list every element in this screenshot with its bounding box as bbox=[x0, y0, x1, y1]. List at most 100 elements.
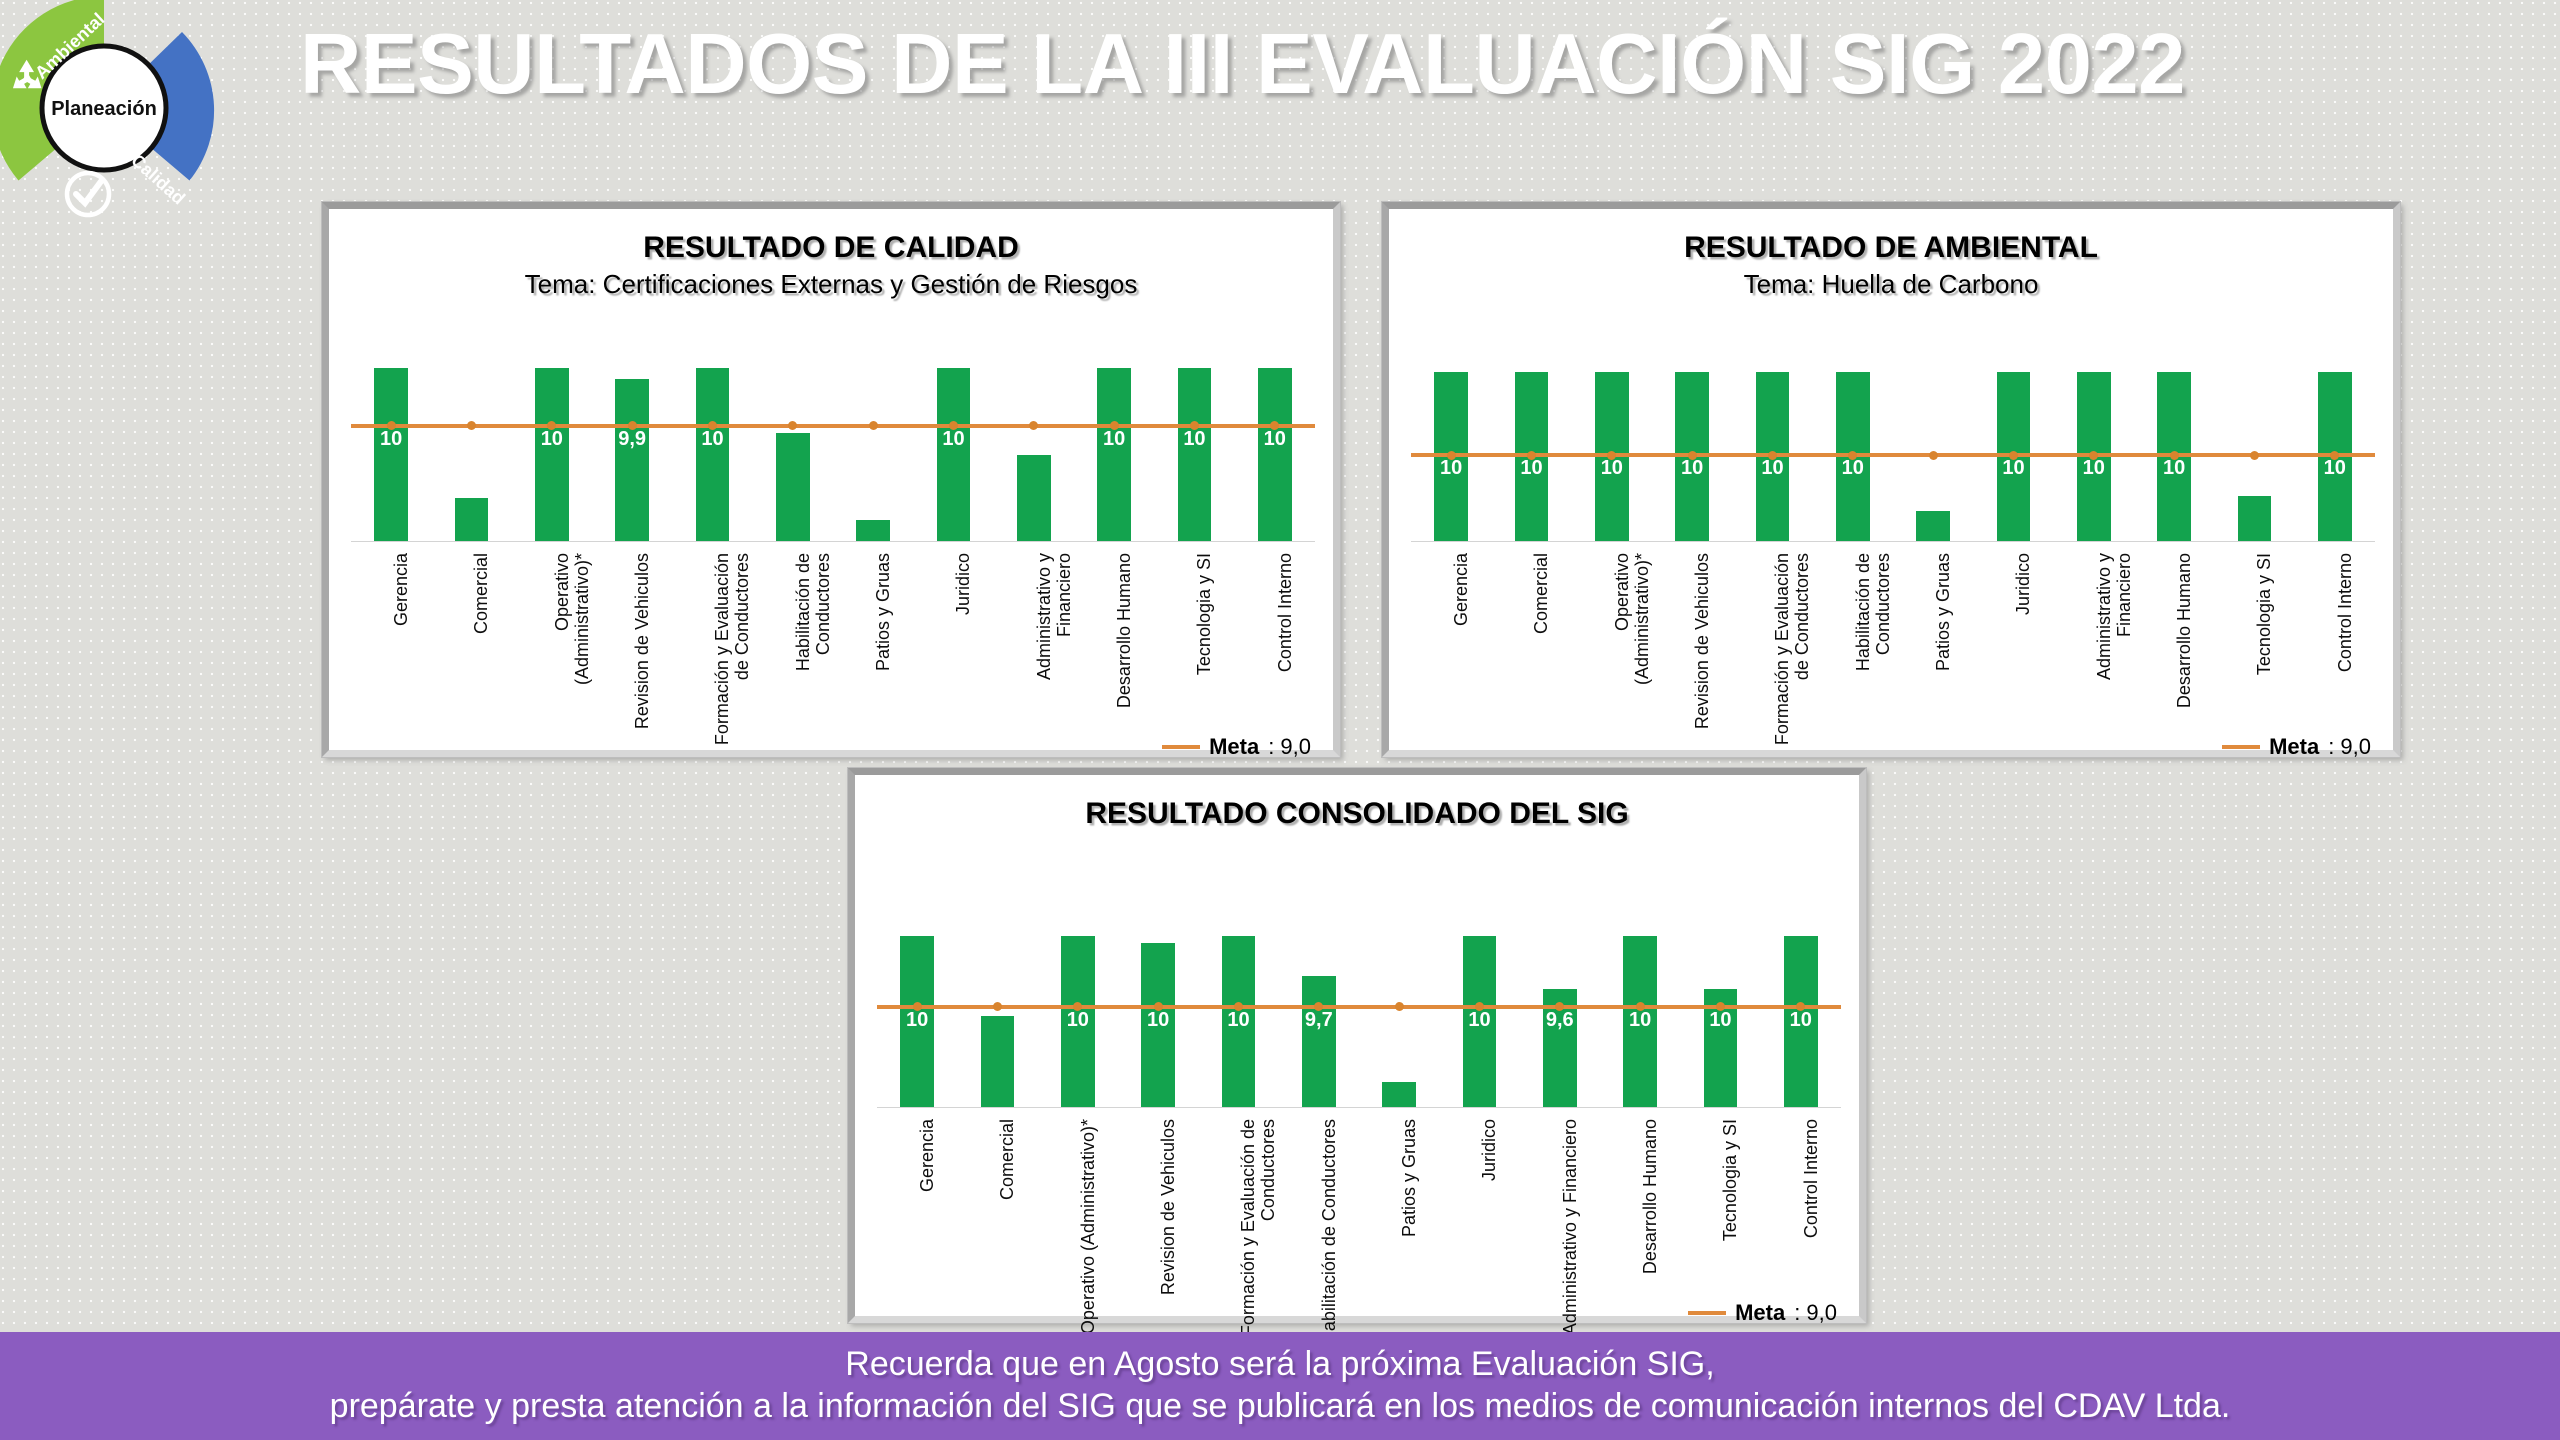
axis-baseline bbox=[877, 1107, 1841, 1108]
legend-value: : 9,0 bbox=[1268, 734, 1311, 759]
x-axis-label-line: Operativo (Administrativo)* bbox=[1077, 1119, 1098, 1335]
bar: 10 bbox=[900, 936, 935, 1108]
x-axis-label: Juridico bbox=[1479, 1119, 1499, 1181]
x-label-slot: Desarrollo Humano bbox=[1074, 549, 1154, 739]
x-axis-label-line: Desarrollo Humano bbox=[1114, 553, 1135, 709]
x-label-slot: Gerencia bbox=[351, 549, 431, 739]
x-axis-label-line: Juridico bbox=[1479, 1119, 1500, 1182]
x-axis-label-line: Gerencia bbox=[391, 553, 412, 627]
x-axis-label: Control Interno bbox=[1275, 553, 1295, 672]
x-axis-label-line: Patios y Gruas bbox=[1399, 1119, 1420, 1238]
x-axis-label-line: Formación y Evaluación bbox=[1772, 553, 1793, 746]
bar: 10 bbox=[1060, 936, 1095, 1108]
x-axis-label-line: Patios y Gruas bbox=[873, 553, 894, 672]
bar-slot: 10 bbox=[2134, 357, 2214, 542]
x-label-slot: Tecnologia y SI bbox=[1680, 1115, 1760, 1305]
bar-value-label: 10 bbox=[1183, 427, 1206, 450]
bar: 10 bbox=[534, 367, 569, 542]
bar: 10 bbox=[1835, 372, 1870, 542]
planeacion-label: Planeación bbox=[51, 98, 157, 120]
bar: 10 bbox=[374, 367, 409, 542]
x-axis-label: Tecnologia y SI bbox=[2254, 553, 2274, 675]
x-label-slot: Operativo (Administrativo)* bbox=[1038, 1115, 1118, 1334]
bar-slot: 9,9 bbox=[592, 357, 672, 542]
legend: Meta : 9,0 bbox=[1162, 734, 1311, 760]
x-axis-label: Operativo (Administrativo)* bbox=[1612, 553, 1652, 685]
x-label-slot: Habilitación de Conductores bbox=[753, 549, 833, 739]
x-axis-label: Habilitación de Conductores bbox=[793, 553, 833, 671]
bars-group: 10 9,4 10 10 10 9,7 8,9 10 9,6 10 10 10 bbox=[877, 923, 1841, 1132]
bar: 9,6 bbox=[1542, 989, 1577, 1108]
legend-line-swatch bbox=[2222, 744, 2261, 750]
bar-value-label: 8,8 bbox=[457, 544, 486, 566]
x-axis-label-line: Control Interno bbox=[1274, 553, 1295, 673]
bar-slot: 8,8 bbox=[431, 357, 511, 566]
x-label-slot: Habilitación de Conductores bbox=[1813, 549, 1893, 739]
bar-value-label: 10 bbox=[1468, 1008, 1491, 1031]
x-axis-label-line: Gerencia bbox=[1451, 553, 1472, 627]
banner-line-1: Recuerda que en Agosto será la próxima E… bbox=[845, 1345, 1715, 1384]
x-axis-label: Control Interno bbox=[1801, 1119, 1821, 1238]
x-axis-label: Patios y Gruas bbox=[1933, 553, 1953, 671]
logo-center-circle bbox=[39, 43, 169, 173]
x-axis-label-line: Operativo bbox=[551, 553, 572, 632]
x-label-slot: Formación y Evaluación de Conductores bbox=[1198, 1115, 1278, 1336]
x-axis-label-line: Revision de Vehiculos bbox=[1692, 553, 1713, 730]
x-axis-label-line: Revision de Vehiculos bbox=[632, 553, 653, 730]
bar-slot: 10 bbox=[913, 357, 993, 542]
chart-ambiental: RESULTADO DE AMBIENTAL Tema: Huella de C… bbox=[1389, 231, 2393, 772]
bar-slot: 10 bbox=[1118, 923, 1198, 1108]
x-label-slot: Patios y Gruas bbox=[1359, 1115, 1439, 1305]
bar-value-label: 10 bbox=[1440, 457, 1463, 480]
bar-slot: 9,6 bbox=[1520, 923, 1600, 1108]
bar-slot: 9,4 bbox=[957, 923, 1037, 1132]
logo-donut-svg: Ambiental Calidad Planeación bbox=[0, 0, 215, 218]
x-label-slot: Formación y Evaluación de Conductores bbox=[1732, 549, 1812, 745]
x-label-slot: Desarrollo Humano bbox=[2134, 549, 2214, 739]
x-axis-label-line: de Conductores bbox=[732, 553, 753, 681]
x-label-slot: Comercial bbox=[431, 549, 511, 739]
plot-area: 10 8,8 10 9,9 10 9,4 8,6 10 9,2 10 10 10 bbox=[351, 357, 1315, 566]
bar-slot: 10 bbox=[1652, 357, 1732, 542]
axis-baseline bbox=[1411, 541, 2375, 542]
chart-subtitle: Tema: Huella de Carbono bbox=[1743, 269, 2039, 299]
bar: 10 bbox=[1177, 367, 1212, 542]
x-axis-label: Administrativo y Financiero bbox=[1034, 553, 1074, 680]
bar-value-label: 8,6 bbox=[859, 544, 888, 566]
bar: 10 bbox=[2317, 372, 2352, 542]
x-axis-label: Control Interno bbox=[2335, 553, 2355, 672]
bar-value-label: 9,4 bbox=[778, 544, 807, 566]
x-axis-label: Juridico bbox=[953, 553, 973, 615]
x-axis-label: Revision de Vehiculos bbox=[1158, 1119, 1178, 1295]
bar-value-label: 10 bbox=[1227, 1008, 1250, 1031]
x-label-slot: Juridico bbox=[913, 549, 993, 739]
bar-slot: 10 bbox=[1813, 357, 1893, 542]
bar: 10 bbox=[1783, 936, 1818, 1108]
bar: 9,2 bbox=[1016, 454, 1051, 566]
bar-slot: 9,2 bbox=[994, 357, 1074, 566]
x-label-slot: Control Interno bbox=[1761, 1115, 1841, 1305]
x-axis-label: Desarrollo Humano bbox=[1640, 1119, 1660, 1274]
x-axis-label-line: Formación y Evaluación de bbox=[1238, 1119, 1259, 1337]
bar-value-label: 10 bbox=[906, 1008, 929, 1031]
x-axis-label-line: Patios y Gruas bbox=[1933, 553, 1954, 672]
bar: 10 bbox=[1141, 942, 1176, 1108]
x-label-slot: Formación y Evaluación de Conductores bbox=[672, 549, 752, 745]
recycle-icon bbox=[12, 59, 42, 89]
legend-label: Meta bbox=[2269, 734, 2320, 759]
bar-value-label: 9,4 bbox=[983, 1110, 1012, 1132]
x-label-slot: Tecnologia y SI bbox=[2214, 549, 2294, 739]
chart-card-sig: RESULTADO CONSOLIDADO DEL SIG 10 9,4 10 10 1… bbox=[847, 767, 1867, 1344]
x-label-slot: Administrativo y Financiero bbox=[1520, 1115, 1600, 1335]
x-axis-label-line: Conductores bbox=[1872, 553, 1893, 656]
x-axis-label-line: Tecnologia y SI bbox=[1194, 553, 1215, 676]
x-label-slot: Desarrollo Humano bbox=[1600, 1115, 1680, 1305]
bar: 10 bbox=[695, 367, 730, 542]
x-label-slot: Control Interno bbox=[1235, 549, 1315, 739]
x-label-slot: Administrativo y Financiero bbox=[994, 549, 1074, 739]
x-axis-label-line: Administrativo y bbox=[1033, 553, 1054, 681]
bar: 10 bbox=[2076, 372, 2111, 542]
x-axis-label-line: Administrativo y Financiero bbox=[1559, 1119, 1580, 1336]
x-label-slot: Administrativo y Financiero bbox=[2054, 549, 2134, 739]
x-label-slot: Revision de Vehiculos bbox=[592, 549, 672, 739]
